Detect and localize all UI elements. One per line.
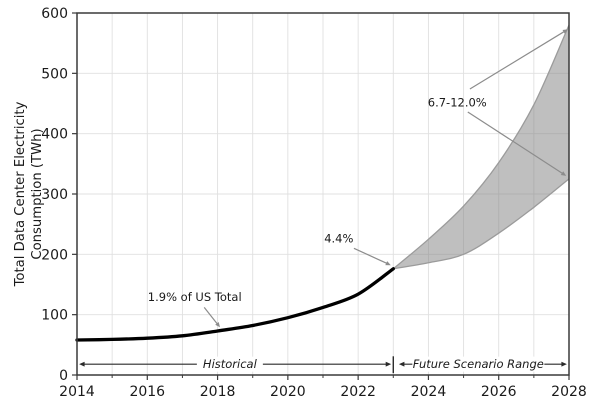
y-tick-label: 300 bbox=[41, 187, 68, 203]
x-tick-label: 2022 bbox=[340, 384, 376, 400]
x-tick-label: 2018 bbox=[200, 384, 236, 400]
y-tick-label: 0 bbox=[59, 368, 68, 384]
y-tick-label: 500 bbox=[41, 66, 68, 82]
x-tick-label: 2014 bbox=[59, 384, 95, 400]
arrow-line bbox=[353, 247, 389, 265]
x-tick-label: 2028 bbox=[551, 384, 587, 400]
range-label: Future Scenario Range bbox=[413, 357, 544, 371]
arrow-line bbox=[467, 111, 565, 175]
arrow-head bbox=[560, 171, 567, 176]
y-tick-label: 600 bbox=[41, 6, 68, 22]
y-axis-label-line2: Consumption (TWh) bbox=[30, 128, 45, 259]
arrow-head bbox=[385, 261, 391, 266]
scenario-band-upper-edge bbox=[392, 24, 570, 270]
y-axis-label-line1: Total Data Center Electricity bbox=[13, 101, 28, 287]
arrow-head bbox=[215, 322, 220, 328]
range-label: Historical bbox=[203, 357, 258, 371]
x-tick-label: 2026 bbox=[481, 384, 517, 400]
scenario-band bbox=[393, 25, 569, 269]
arrow-line bbox=[203, 307, 219, 326]
x-tick-label: 2024 bbox=[411, 384, 447, 400]
y-tick-label: 100 bbox=[41, 308, 68, 324]
annotation-label: 1.9% of US Total bbox=[148, 290, 242, 304]
x-tick-label: 2016 bbox=[129, 384, 165, 400]
arrow-head bbox=[562, 29, 568, 34]
range-label-mask bbox=[412, 356, 545, 372]
arrow-head bbox=[385, 361, 392, 367]
arrow-head bbox=[398, 361, 405, 367]
y-tick-label: 200 bbox=[41, 247, 68, 263]
arrow-line bbox=[469, 30, 566, 90]
annotation-label: 4.4% bbox=[324, 232, 353, 246]
annotation-label: 6.7-12.0% bbox=[428, 95, 487, 109]
y-tick-label: 400 bbox=[41, 127, 68, 143]
range-label-mask bbox=[196, 356, 263, 372]
scenario-band-lower-edge bbox=[393, 178, 570, 270]
arrow-head bbox=[561, 361, 567, 367]
historical-line bbox=[75, 267, 395, 342]
arrow-head bbox=[79, 361, 85, 367]
x-tick-label: 2020 bbox=[270, 384, 306, 400]
